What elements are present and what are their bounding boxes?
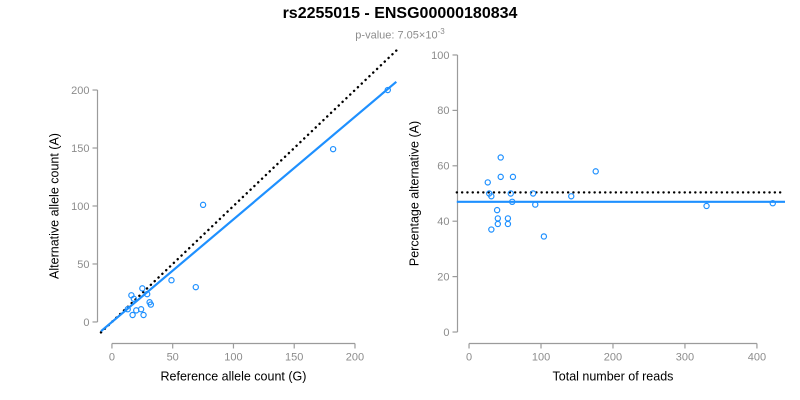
y-tick-label: 150 bbox=[71, 143, 89, 155]
y-tick-label: 50 bbox=[77, 259, 89, 271]
pvalue-exponent: -3 bbox=[437, 27, 445, 36]
data-point bbox=[494, 220, 502, 228]
data-point bbox=[137, 306, 145, 313]
data-point bbox=[493, 206, 501, 214]
data-point bbox=[488, 226, 495, 233]
x-tick-label: 0 bbox=[109, 352, 115, 364]
data-point bbox=[129, 311, 136, 319]
data-point bbox=[329, 145, 337, 153]
data-point bbox=[509, 198, 516, 206]
x-tick-label: 100 bbox=[224, 352, 242, 364]
data-point bbox=[130, 295, 138, 302]
x-axis-title: Reference allele count (G) bbox=[161, 370, 307, 384]
x-tick-label: 400 bbox=[748, 352, 766, 364]
y-tick-label: 0 bbox=[83, 317, 89, 329]
data-point bbox=[168, 277, 175, 284]
data-point bbox=[504, 215, 512, 222]
data-point bbox=[488, 193, 495, 200]
y-tick-label: 40 bbox=[437, 216, 449, 228]
data-point bbox=[769, 199, 776, 207]
data-point bbox=[192, 283, 199, 291]
data-point bbox=[497, 173, 504, 181]
data-point bbox=[384, 86, 391, 94]
data-point bbox=[497, 154, 504, 161]
data-point bbox=[139, 285, 146, 292]
y-tick-label: 20 bbox=[437, 271, 449, 283]
y-tick-label: 100 bbox=[71, 201, 89, 213]
data-point bbox=[199, 201, 207, 209]
y-tick-label: 100 bbox=[431, 50, 449, 62]
x-tick-label: 100 bbox=[532, 352, 550, 364]
pvalue-text: p-value: 7.05×10 bbox=[355, 29, 438, 42]
y-tick-label: 60 bbox=[437, 161, 449, 173]
expected-1-to-1-line bbox=[99, 49, 398, 334]
data-point bbox=[529, 190, 537, 197]
data-point bbox=[703, 202, 710, 210]
data-point bbox=[532, 201, 539, 208]
y-tick-label: 80 bbox=[437, 105, 449, 117]
x-tick-label: 200 bbox=[346, 352, 364, 364]
data-point bbox=[147, 301, 155, 308]
x-tick-label: 50 bbox=[167, 352, 179, 364]
figure-subtitle: p-value: 7.05×10-3 bbox=[0, 27, 800, 42]
data-point bbox=[509, 173, 517, 181]
data-point bbox=[494, 215, 502, 222]
y-tick-label: 200 bbox=[71, 85, 89, 97]
data-point bbox=[592, 168, 599, 175]
data-point bbox=[143, 290, 151, 298]
x-tick-label: 0 bbox=[466, 352, 472, 364]
data-point bbox=[540, 233, 548, 240]
x-tick-label: 200 bbox=[604, 352, 622, 364]
y-axis-title: Percentage alternative (A) bbox=[408, 121, 422, 266]
x-tick-label: 300 bbox=[676, 352, 694, 364]
x-tick-label: 150 bbox=[285, 352, 303, 364]
y-axis-title: Alternative allele count (A) bbox=[48, 133, 62, 279]
y-tick-label: 0 bbox=[443, 327, 449, 339]
x-axis-title: Total number of reads bbox=[553, 370, 674, 384]
fitted-line bbox=[100, 80, 398, 333]
data-point bbox=[484, 179, 491, 186]
data-point bbox=[140, 311, 147, 319]
data-point bbox=[504, 220, 512, 228]
data-point bbox=[124, 306, 131, 313]
figure-title: rs2255015 - ENSG00000180834 bbox=[282, 5, 518, 22]
data-point bbox=[568, 193, 575, 200]
data-point bbox=[507, 190, 514, 197]
